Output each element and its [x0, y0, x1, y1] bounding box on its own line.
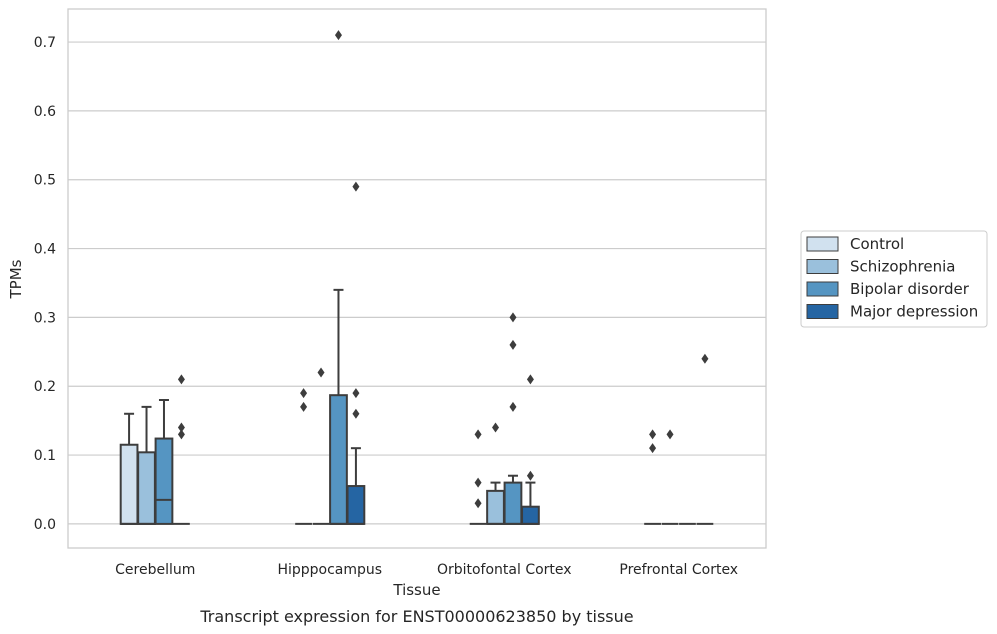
- outlier-point: [509, 401, 517, 412]
- y-tick-label: 0.2: [34, 379, 56, 395]
- outlier-point: [474, 498, 482, 509]
- outlier-point: [177, 374, 185, 385]
- box-group: [346, 181, 366, 525]
- outlier-point: [526, 470, 534, 481]
- outlier-point: [649, 429, 657, 440]
- legend-swatch: [806, 236, 839, 252]
- x-tick-label: Hipppocampus: [277, 562, 382, 578]
- legend-frame: [800, 230, 988, 328]
- outlier-point: [352, 408, 360, 419]
- outlier-point: [300, 401, 308, 412]
- x-tick-label: Prefrontal Cortex: [619, 562, 738, 578]
- outlier-point: [177, 429, 185, 440]
- box-body: [154, 437, 174, 525]
- box-group: [521, 374, 540, 525]
- box-body: [329, 394, 348, 525]
- y-tick-label: 0.6: [34, 104, 56, 120]
- box-group: [312, 367, 330, 525]
- box-group: [661, 429, 679, 525]
- y-tick-label: 0.1: [34, 448, 56, 464]
- box-body: [137, 451, 156, 525]
- outlier-point: [300, 388, 308, 399]
- y-tick-label: 0.3: [34, 310, 56, 326]
- box-body: [486, 489, 505, 525]
- box-group: [469, 429, 487, 525]
- x-tick-label: Orbitofontal Cortex: [437, 562, 572, 578]
- x-axis-label: Tissue: [392, 581, 440, 599]
- box-group: [696, 353, 714, 525]
- outlier-point: [649, 443, 657, 454]
- box-group: [119, 412, 139, 525]
- legend: Control Schizophrenia Bipolar disorder Majo…: [800, 230, 988, 328]
- y-tick-label: 0.0: [34, 517, 56, 533]
- outlier-point: [317, 367, 325, 378]
- y-axis-label: TPMs: [7, 259, 25, 299]
- outlier-point: [334, 30, 342, 41]
- x-tick-labels: Cerebellum Hipppocampus Orbitofontal Corte…: [115, 562, 738, 578]
- plot-background: [68, 9, 766, 548]
- y-tick-label: 0.4: [34, 242, 56, 258]
- box-group: [137, 405, 156, 525]
- box-group: [503, 312, 523, 525]
- y-tick-label: 0.7: [34, 35, 56, 51]
- legend-label: Bipolar disorder: [850, 280, 970, 298]
- outlier-point: [352, 181, 360, 192]
- outlier-point: [352, 388, 360, 399]
- legend-swatch: [806, 304, 839, 319]
- outlier-point: [526, 374, 534, 385]
- box-body: [119, 443, 139, 525]
- outlier-point: [492, 422, 500, 433]
- outlier-point: [474, 429, 482, 440]
- chart-caption: Transcript expression for ENST0000062385…: [199, 607, 633, 626]
- box-body: [346, 485, 366, 525]
- outlier-point: [177, 422, 185, 433]
- legend-label: Major depression: [850, 303, 978, 321]
- outlier-point: [666, 429, 674, 440]
- legend-label: Control: [850, 235, 904, 253]
- box-group: [644, 429, 661, 525]
- outlier-point: [509, 312, 517, 323]
- box-group: [295, 388, 312, 525]
- outlier-point: [474, 477, 482, 488]
- box-series: [119, 30, 714, 525]
- y-tick-label: 0.5: [34, 173, 56, 189]
- y-tick-labels: 0.0 0.1 0.2 0.3 0.4 0.5 0.6 0.7: [34, 35, 56, 533]
- box-group: [329, 30, 348, 525]
- plot-frame: [67, 8, 767, 549]
- legend-swatch: [806, 259, 839, 274]
- legend-swatch: [806, 281, 839, 297]
- x-tick-label: Cerebellum: [115, 562, 195, 578]
- box-body: [521, 505, 540, 525]
- legend-label: Schizophrenia: [850, 258, 955, 276]
- outlier-point: [701, 353, 709, 364]
- box-group: [173, 374, 190, 525]
- outlier-point: [509, 339, 517, 350]
- box-body: [503, 481, 523, 525]
- box-group: [154, 398, 174, 525]
